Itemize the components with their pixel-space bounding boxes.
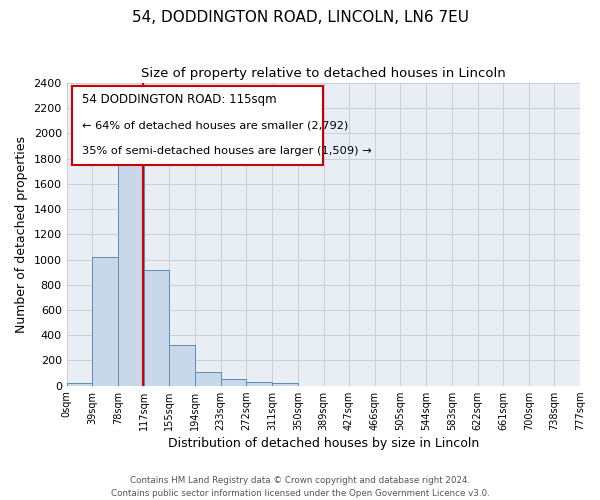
X-axis label: Distribution of detached houses by size in Lincoln: Distribution of detached houses by size …: [168, 437, 479, 450]
Bar: [221, 380, 247, 386]
Title: Size of property relative to detached houses in Lincoln: Size of property relative to detached ho…: [141, 68, 506, 80]
Y-axis label: Number of detached properties: Number of detached properties: [15, 136, 28, 333]
FancyBboxPatch shape: [72, 86, 323, 165]
Bar: [118, 146, 144, 386]
Bar: [144, 270, 169, 386]
Text: 54, DODDINGTON ROAD, LINCOLN, LN6 7EU: 54, DODDINGTON ROAD, LINCOLN, LN6 7EU: [131, 10, 469, 25]
Bar: [92, 257, 118, 386]
Bar: [169, 346, 195, 386]
Bar: [272, 383, 298, 386]
Text: 35% of semi-detached houses are larger (1,509) →: 35% of semi-detached houses are larger (…: [82, 146, 371, 156]
Bar: [195, 372, 221, 386]
Text: ← 64% of detached houses are smaller (2,792): ← 64% of detached houses are smaller (2,…: [82, 120, 349, 130]
Bar: [247, 382, 272, 386]
Bar: [67, 383, 92, 386]
Text: 54 DODDINGTON ROAD: 115sqm: 54 DODDINGTON ROAD: 115sqm: [82, 93, 277, 106]
Text: Contains HM Land Registry data © Crown copyright and database right 2024.
Contai: Contains HM Land Registry data © Crown c…: [110, 476, 490, 498]
